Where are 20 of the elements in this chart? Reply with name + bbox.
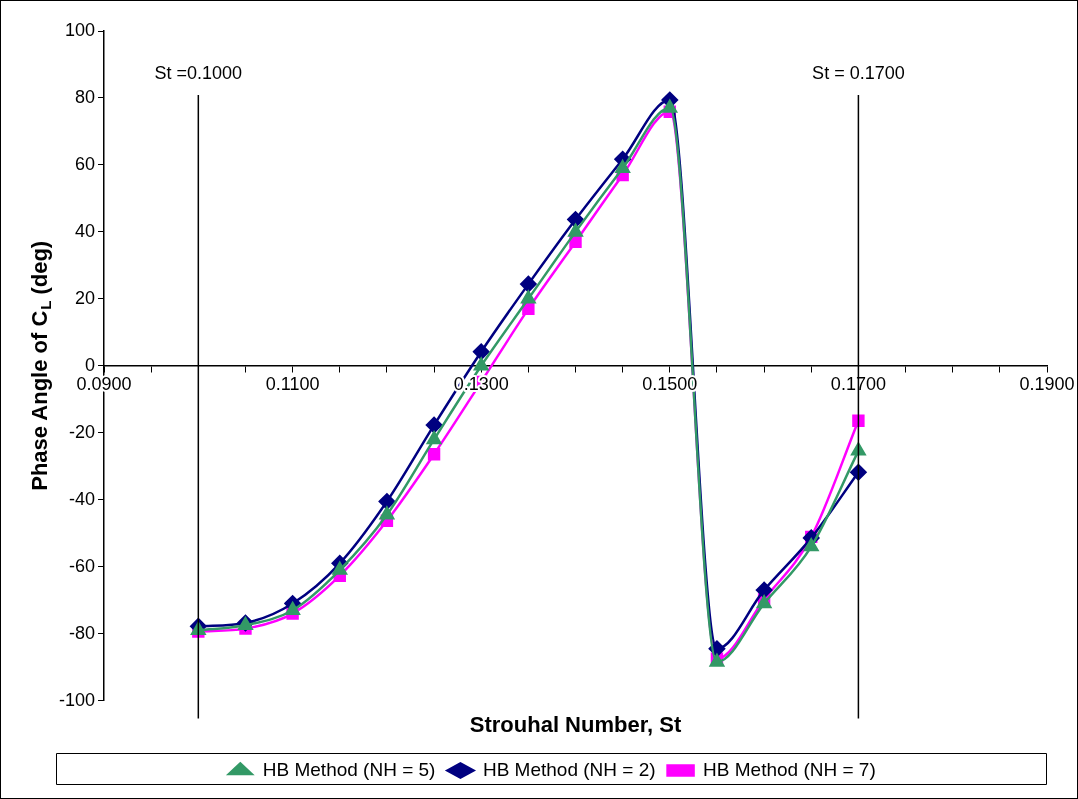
y-tick-label: -100 <box>59 689 96 710</box>
legend-label: HB Method (NH = 7) <box>703 758 876 780</box>
y-tick-label: -40 <box>69 488 96 509</box>
y-axis-title: Phase Angle of CL (deg) <box>27 240 55 491</box>
y-tick-label: 80 <box>75 86 96 107</box>
ref-line-label: St =0.1000 <box>154 62 243 83</box>
y-tick-label: -60 <box>69 555 96 576</box>
x-tick-label: 0.1100 <box>265 373 320 394</box>
y-tick-label: 100 <box>64 19 96 40</box>
legend-label: HB Method (NH = 2) <box>482 758 656 780</box>
y-tick-label: 60 <box>75 153 96 174</box>
y-tick-label: -80 <box>69 622 96 643</box>
y-tick-label: 40 <box>75 220 96 241</box>
legend-label: HB Method (NH = 5) <box>262 758 436 780</box>
y-tick-label: 0 <box>85 354 96 375</box>
x-tick-label: 0.1900 <box>1019 373 1075 394</box>
ref-line-label: St = 0.1700 <box>812 62 905 83</box>
y-tick-label: 20 <box>75 287 96 308</box>
y-tick-label: -20 <box>69 421 96 442</box>
x-axis-title: Strouhal Number, St <box>469 711 682 737</box>
